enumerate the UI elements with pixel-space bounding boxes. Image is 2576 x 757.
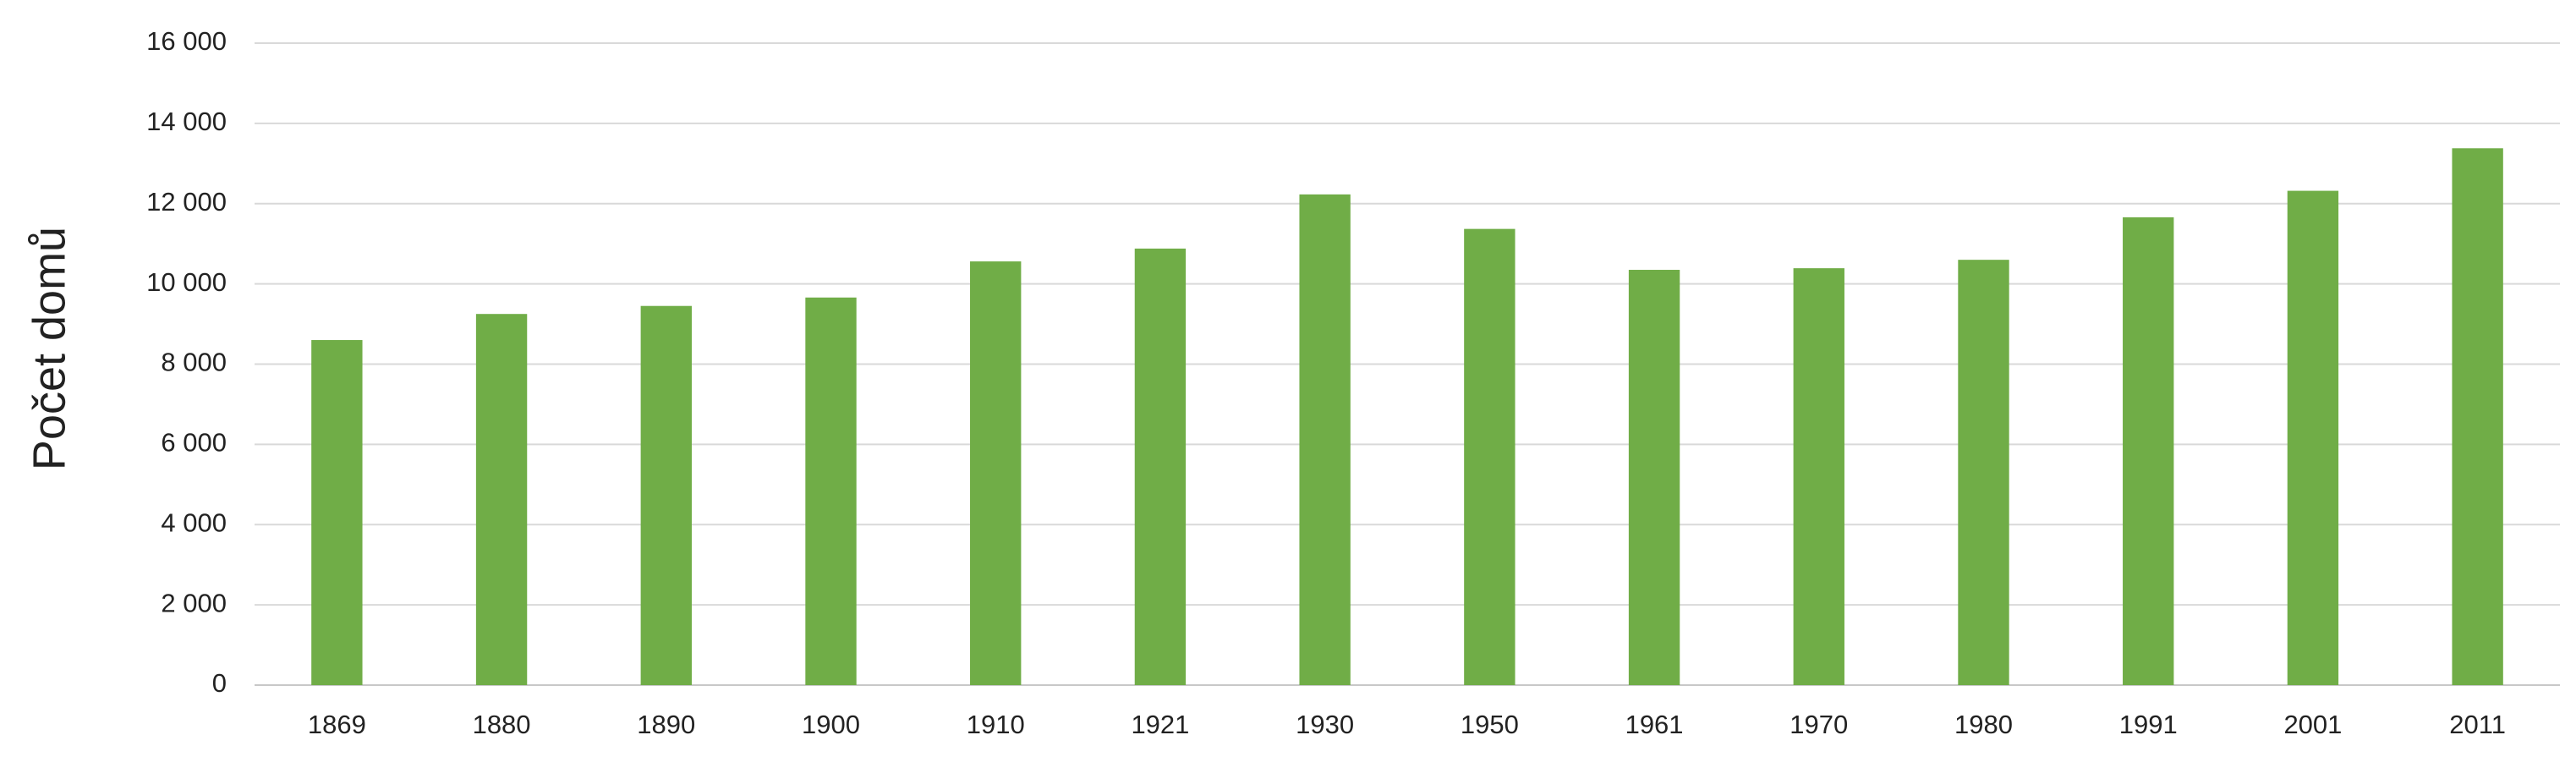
x-tick-label: 1950 <box>1461 710 1519 739</box>
bar <box>2452 148 2503 685</box>
x-tick-label: 1970 <box>1789 710 1848 739</box>
y-tick-label: 6 000 <box>161 428 227 458</box>
bar <box>970 261 1022 685</box>
y-tick-label: 2 000 <box>161 588 227 617</box>
bar <box>475 314 528 685</box>
bar <box>640 305 692 685</box>
x-tick-label: 1869 <box>308 710 366 739</box>
bar <box>1628 270 1680 685</box>
x-tick-label: 1900 <box>802 710 860 739</box>
x-tick-label: 1910 <box>967 710 1025 739</box>
y-axis-title: Počet domů <box>24 227 74 470</box>
y-tick-label: 16 000 <box>146 26 227 56</box>
x-tick-label: 1921 <box>1131 710 1189 739</box>
bar <box>1464 228 1515 685</box>
bar <box>1299 194 1351 686</box>
y-tick-label: 12 000 <box>146 187 227 217</box>
bar <box>1958 260 2009 685</box>
y-tick-label: 0 <box>212 668 227 698</box>
x-tick-label: 1991 <box>2119 710 2178 739</box>
y-tick-label: 10 000 <box>146 267 227 297</box>
y-tick-label: 14 000 <box>146 107 227 136</box>
bar <box>1134 248 1187 685</box>
x-tick-label: 1961 <box>1625 710 1684 739</box>
y-tick-label: 8 000 <box>161 348 227 377</box>
x-tick-label: 1880 <box>473 710 531 739</box>
x-tick-label: 1980 <box>1954 710 2013 739</box>
y-tick-label: 4 000 <box>161 507 227 537</box>
x-tick-label: 1930 <box>1296 710 1354 739</box>
bar <box>805 297 857 685</box>
x-tick-label: 1890 <box>637 710 695 739</box>
bar <box>2287 190 2339 685</box>
x-tick-label: 2011 <box>2449 710 2506 739</box>
bar <box>311 340 363 685</box>
bar <box>2123 217 2174 685</box>
bar <box>1793 268 1844 685</box>
x-tick-label: 2001 <box>2283 710 2342 739</box>
